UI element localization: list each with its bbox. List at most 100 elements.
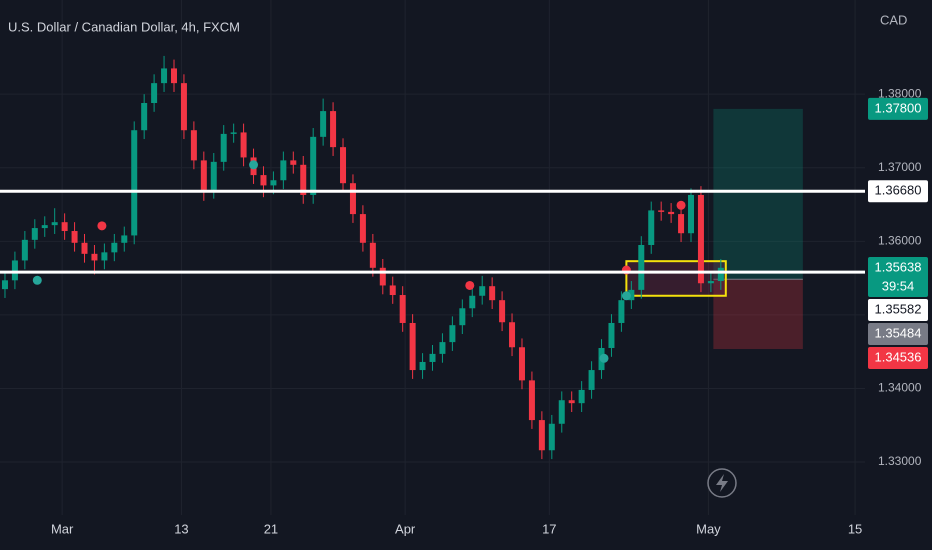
y-tick-label: 1.38000 [878, 86, 922, 100]
candle-body [71, 231, 78, 243]
candle-body [548, 423, 555, 451]
candle-body [578, 389, 585, 404]
candle-body [330, 111, 337, 148]
candle-body [21, 239, 28, 261]
candle-body [459, 308, 466, 326]
signal-sell [97, 221, 107, 231]
x-tick-label: 15 [848, 521, 862, 536]
chart-title: U.S. Dollar / Canadian Dollar, 4h, FXCM [8, 19, 240, 34]
y-tick-label: 1.36000 [878, 233, 922, 247]
candle-body [190, 130, 197, 161]
candle-body [439, 342, 446, 354]
candle-body [429, 353, 436, 362]
candle-body [170, 68, 177, 84]
candle-body [409, 322, 416, 371]
plot [0, 55, 865, 460]
position-profit [713, 108, 803, 280]
candle-body [419, 361, 426, 371]
candle-body [131, 130, 138, 236]
candle-body [31, 228, 38, 240]
candle-body [141, 103, 148, 131]
candle-body [11, 260, 18, 281]
candle-body [558, 400, 565, 424]
y-tick-label: 1.33000 [878, 454, 922, 468]
candle-body [230, 132, 237, 134]
candle-body [359, 214, 366, 243]
candle-body [240, 132, 247, 158]
candle-body [379, 267, 386, 286]
candle-body [658, 210, 665, 212]
candle-body [588, 370, 595, 390]
candle-body [479, 286, 486, 296]
candle-body [210, 161, 217, 190]
x-tick-label: Apr [395, 521, 416, 536]
candle-body [389, 285, 396, 296]
x-tick-label: 17 [542, 521, 556, 536]
candle-body [688, 194, 695, 234]
candle-body [280, 160, 287, 181]
countdown: 39:54 [882, 278, 915, 293]
price-label-box [868, 256, 928, 297]
currency: CAD [880, 12, 907, 27]
candle-body [290, 160, 297, 165]
candle-body [618, 300, 625, 323]
candle-body [717, 267, 724, 282]
candle-body [340, 147, 347, 184]
signal-buy [249, 160, 259, 170]
price-label-box [868, 322, 928, 345]
signal-buy [621, 291, 631, 301]
signal-sell [465, 280, 475, 290]
candle-body [638, 244, 645, 290]
candle-body [220, 133, 227, 162]
price-label: 1.36680 [875, 183, 922, 198]
y-tick-label: 1.37000 [878, 160, 922, 174]
candle-body [469, 295, 476, 309]
icon-circle [707, 468, 737, 498]
price-label-box [868, 97, 928, 120]
candle-body [1, 280, 8, 290]
candle-body [518, 347, 525, 381]
candle-body [111, 242, 118, 253]
candle-body [678, 214, 685, 234]
candle-body [91, 253, 98, 261]
candle-body [538, 420, 545, 451]
candle-body [369, 242, 376, 268]
candle-body [41, 225, 48, 229]
candle-body [509, 322, 516, 348]
price-label: 1.34536 [875, 349, 922, 364]
signal-buy [32, 275, 42, 285]
x-tick-label: 21 [264, 521, 278, 536]
replay-icon[interactable] [707, 468, 737, 498]
price-label: 1.35484 [875, 325, 922, 340]
candle-body [81, 242, 88, 254]
candle-body [707, 281, 714, 284]
price-label-box [868, 298, 928, 321]
candle-body [180, 83, 187, 131]
signal-buy [599, 353, 609, 363]
candle-body [628, 289, 635, 301]
candle-body [151, 83, 158, 103]
candle-body [449, 325, 456, 343]
signal-sell [676, 200, 686, 210]
candle-body [489, 286, 496, 301]
candle-body [608, 322, 615, 348]
candle-body [668, 211, 675, 215]
price-label-box [868, 346, 928, 369]
candle-body [528, 380, 535, 421]
candle-body [161, 68, 168, 84]
candle-body [499, 300, 506, 323]
price-label: 1.35582 [875, 301, 922, 316]
candle-body [121, 235, 128, 243]
position-loss [713, 279, 803, 350]
candle-body [697, 194, 704, 284]
candle-body [260, 175, 267, 186]
x-tick-label: 13 [174, 521, 188, 536]
candle-body [349, 183, 356, 215]
price-axis: 1.330001.340001.350001.360001.370001.380… [51, 86, 928, 536]
candle-body [648, 210, 655, 245]
candle-body [101, 252, 108, 261]
icon-bolt [716, 474, 728, 492]
price-label: 1.35638 [875, 259, 922, 274]
